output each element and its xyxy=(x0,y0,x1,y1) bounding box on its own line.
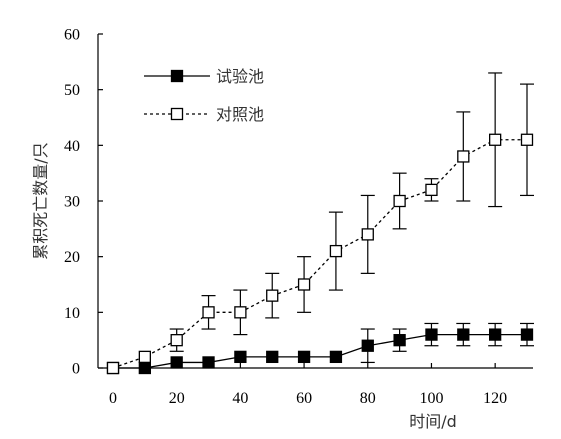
data-point xyxy=(425,328,438,341)
data-point xyxy=(170,356,183,369)
x-tick-label: 80 xyxy=(360,390,376,407)
legend-marker xyxy=(170,69,184,83)
legend-marker xyxy=(170,107,184,121)
x-tick-label: 0 xyxy=(109,390,117,407)
y-tick-label: 40 xyxy=(64,138,80,155)
data-point xyxy=(202,356,215,369)
data-point xyxy=(489,133,502,146)
y-tick-label: 0 xyxy=(72,361,80,378)
y-tick-label: 30 xyxy=(64,194,80,211)
data-point xyxy=(457,150,470,163)
x-axis-label: 时间/d xyxy=(409,412,457,431)
data-point xyxy=(234,306,247,319)
series-line-2 xyxy=(112,139,527,369)
data-point xyxy=(520,328,534,341)
y-axis-label: 累积死亡数量/只 xyxy=(31,142,50,259)
data-point xyxy=(234,350,247,364)
data-point xyxy=(489,328,502,341)
x-tick-label: 40 xyxy=(232,390,248,407)
y-tick-label: 20 xyxy=(64,249,80,266)
data-point xyxy=(266,289,279,302)
data-point xyxy=(361,339,374,352)
data-point xyxy=(393,194,406,208)
y-tick-label: 10 xyxy=(64,305,80,322)
data-point xyxy=(266,350,279,364)
data-point xyxy=(457,328,470,341)
x-tick-label: 60 xyxy=(296,390,312,407)
legend-label: 对照池 xyxy=(216,105,264,124)
data-point xyxy=(361,228,374,241)
error-bars xyxy=(169,72,534,364)
x-tick-label: 20 xyxy=(169,390,185,407)
legend-label: 试验池 xyxy=(216,67,264,86)
data-point xyxy=(106,361,120,375)
data-point xyxy=(297,278,311,291)
x-tick-label: 100 xyxy=(419,390,443,407)
y-tick-label: 50 xyxy=(64,82,80,99)
y-tick-label: 60 xyxy=(64,27,80,44)
data-point xyxy=(393,334,406,347)
data-point xyxy=(138,361,151,375)
data-point xyxy=(170,334,183,347)
data-point xyxy=(138,350,151,364)
data-point xyxy=(202,306,215,319)
data-point xyxy=(520,133,534,146)
data-point xyxy=(329,350,343,364)
axes: 0 10 20 30 40 50 60 0 20 40 60 80 100 120 xyxy=(64,27,533,407)
data-point xyxy=(329,244,343,258)
data-point xyxy=(297,350,311,364)
x-tick-label: 120 xyxy=(483,390,507,407)
data-markers xyxy=(106,133,534,375)
data-point xyxy=(425,183,438,197)
